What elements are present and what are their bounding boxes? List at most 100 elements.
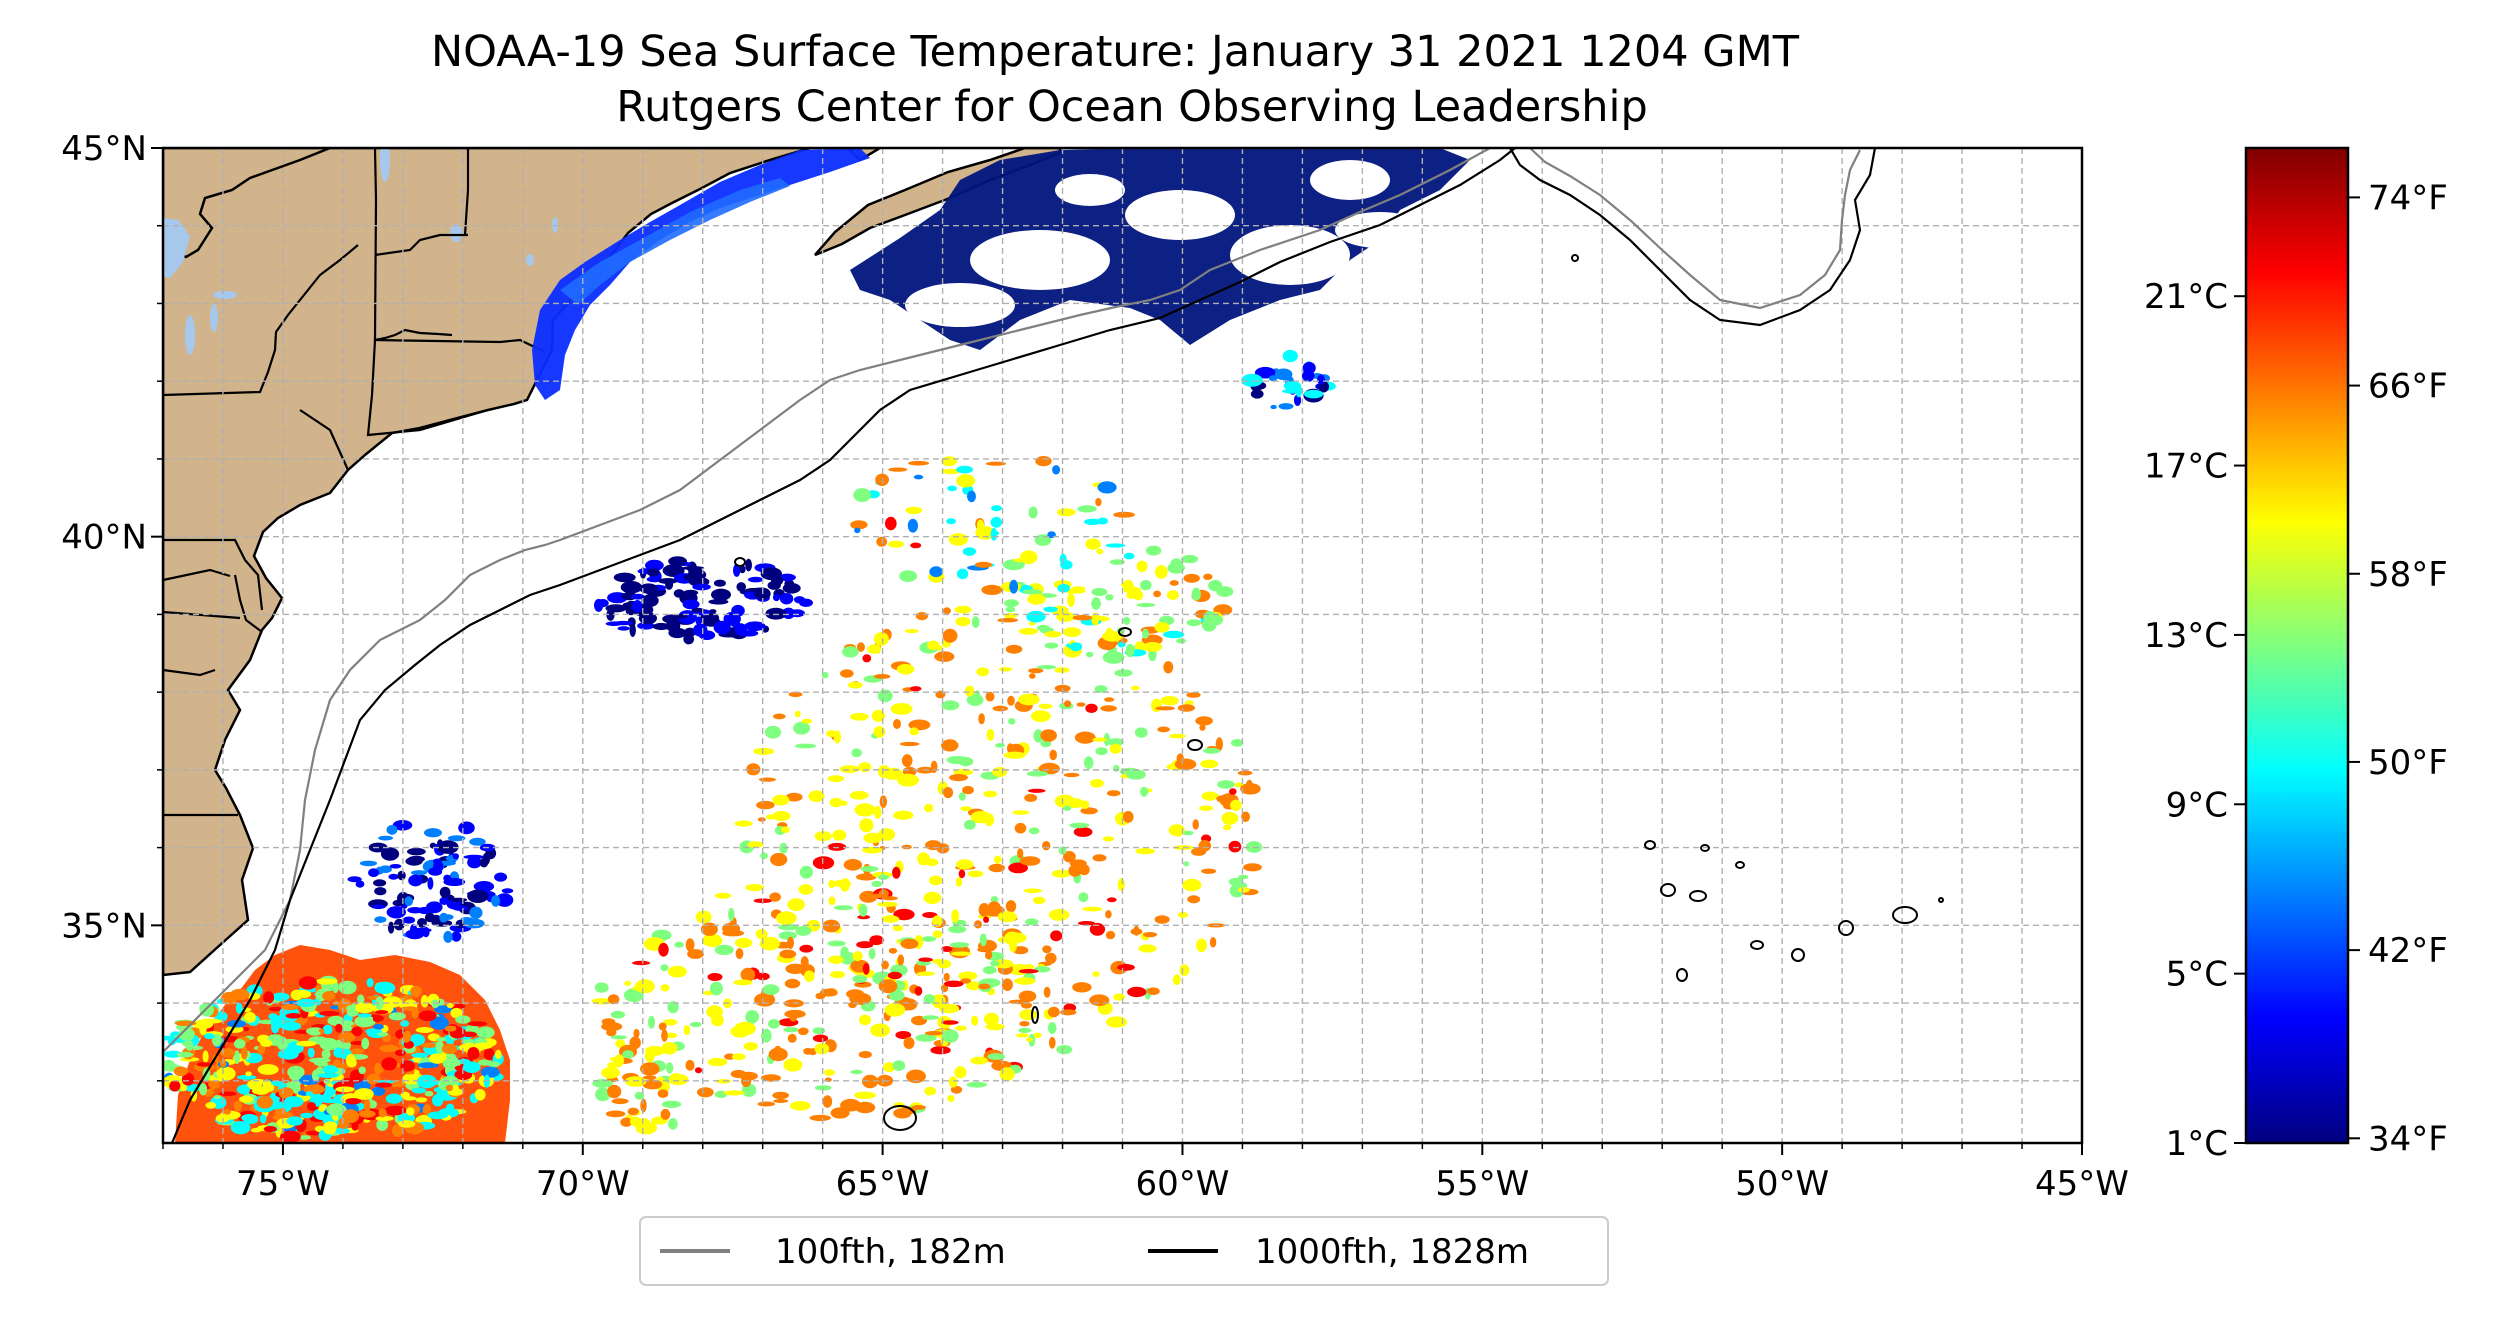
sst-speckle <box>1140 786 1149 797</box>
sst-speckle <box>1106 790 1121 797</box>
sst-speckle <box>877 874 890 880</box>
sst-speckle <box>233 1050 240 1065</box>
sst-speckle <box>661 1042 678 1055</box>
sst-speckle <box>321 1049 331 1060</box>
sst-speckle <box>822 1095 833 1108</box>
sst-speckle <box>830 1107 850 1119</box>
sst-speckle <box>948 533 968 546</box>
sst-speckle <box>368 868 380 878</box>
sst-speckle <box>610 1010 626 1019</box>
sst-speckle <box>1042 841 1051 851</box>
sst-speckle <box>444 1025 457 1032</box>
sst-speckle <box>377 1032 389 1037</box>
sst-speckle <box>956 568 969 580</box>
sst-speckle <box>1068 864 1082 877</box>
sst-speckle <box>728 907 735 922</box>
colorbar-fahrenheit-label: 50°F <box>2368 743 2448 783</box>
sst-speckle <box>634 1091 645 1100</box>
sst-speckle <box>921 936 937 942</box>
sst-speckle <box>900 938 919 950</box>
sst-speckle <box>309 1030 321 1036</box>
sst-speckle <box>928 875 943 886</box>
sst-speckle <box>808 790 825 802</box>
sst-speckle <box>620 581 643 594</box>
sst-speckle <box>376 1118 389 1131</box>
sst-speckle <box>333 1047 344 1058</box>
sst-speckle <box>1016 1033 1029 1038</box>
sst-speckle <box>263 991 275 1004</box>
inland-water <box>163 148 558 355</box>
sst-speckle <box>452 853 459 860</box>
sst-speckle <box>736 582 746 592</box>
sst-speckle <box>375 1082 393 1088</box>
sst-speckle <box>987 1053 1006 1060</box>
sst-speckle <box>877 901 898 907</box>
sst-speckle <box>917 852 930 866</box>
colorbar-fahrenheit-label: 66°F <box>2368 367 2448 407</box>
sst-speckle <box>1089 779 1104 788</box>
sst-speckle <box>890 703 913 715</box>
sst-speckle <box>683 633 695 645</box>
sst-speckle <box>443 930 453 943</box>
sst-speckle <box>1191 587 1201 601</box>
sst-speckle <box>257 1064 279 1075</box>
sst-speckle <box>1063 627 1076 635</box>
sst-speckle <box>1027 593 1046 605</box>
cloud-gaps <box>905 160 1425 327</box>
sst-speckle <box>975 561 992 568</box>
sst-speckle <box>1140 580 1152 591</box>
sst-speckle <box>644 1050 655 1063</box>
sst-speckle <box>605 604 627 613</box>
latitude-axis: 45°N 40°N 35°N <box>61 129 163 1082</box>
sst-speckle <box>900 998 918 1011</box>
sst-speckle <box>280 1021 302 1031</box>
sst-speckle <box>868 948 876 960</box>
sst-speckle <box>307 1047 315 1058</box>
sst-speckle <box>1036 624 1050 632</box>
sst-speckle <box>648 1015 655 1029</box>
colorbar-fahrenheit-axis: 34°F 42°F 50°F 58°F 66°F 74°F <box>2348 178 2448 1159</box>
sst-speckle <box>862 654 872 663</box>
sst-speckle <box>480 1066 500 1078</box>
sst-speckle <box>375 1115 394 1122</box>
sst-speckle <box>491 895 501 907</box>
sst-speckle <box>365 1028 382 1035</box>
sst-speckle <box>371 904 386 910</box>
sst-speckle <box>1005 644 1023 654</box>
map-title: NOAA-19 Sea Surface Temperature: January… <box>431 27 1800 77</box>
sst-speckle <box>1302 361 1316 375</box>
sst-speckle <box>379 865 392 873</box>
sst-speckle <box>827 940 846 947</box>
sst-speckle <box>1154 915 1170 924</box>
sst-speckle <box>283 1096 304 1108</box>
sst-speckle <box>858 1014 872 1026</box>
sst-speckle <box>315 978 338 985</box>
sst-speckle <box>1192 819 1199 830</box>
sst-speckle <box>733 979 753 986</box>
sst-speckle <box>1177 911 1188 919</box>
sst-speckle <box>1136 602 1156 608</box>
sst-speckle <box>1157 726 1170 733</box>
sst-speckle <box>424 828 442 838</box>
sst-speckle <box>411 1087 427 1094</box>
sst-speckle <box>1228 840 1242 853</box>
sst-speckle <box>289 1073 302 1081</box>
sst-speckle <box>1038 703 1053 709</box>
sst-speckle <box>754 993 776 1007</box>
sst-speckle <box>714 892 732 899</box>
sst-speckle <box>1082 906 1103 912</box>
sst-speckle <box>385 1093 402 1104</box>
sst-speckle <box>901 754 913 768</box>
sst-speckle <box>1043 606 1058 613</box>
sst-speckle <box>790 1101 811 1111</box>
sst-speckle <box>1147 987 1160 995</box>
sst-speckle <box>1131 685 1140 691</box>
sst-speckle <box>814 1043 830 1055</box>
sst-speckle <box>1064 700 1072 708</box>
sst-speckle <box>1274 368 1293 381</box>
sst-speckle <box>670 1073 682 1081</box>
sst-speckle <box>893 810 914 820</box>
sst-speckle <box>239 1095 254 1103</box>
sst-speckle <box>379 1044 400 1053</box>
sst-speckle <box>784 978 801 989</box>
